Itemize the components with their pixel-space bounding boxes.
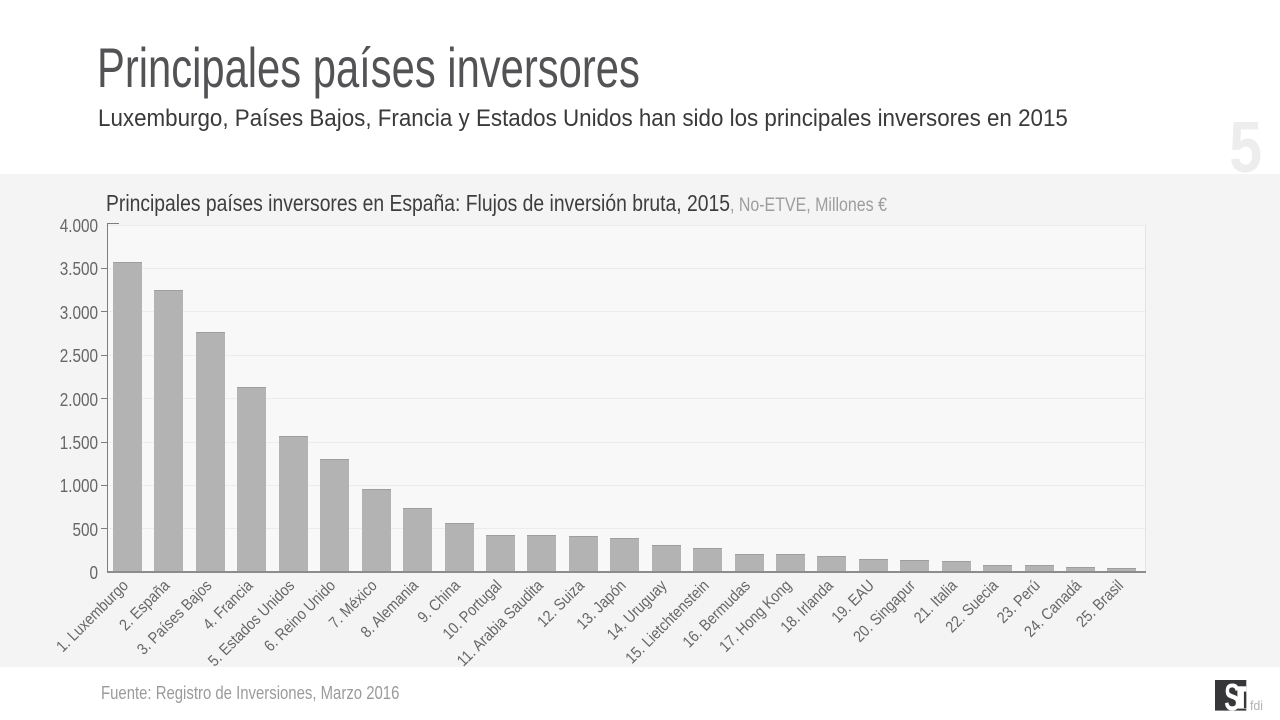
- svg-text:S: S: [1224, 680, 1240, 712]
